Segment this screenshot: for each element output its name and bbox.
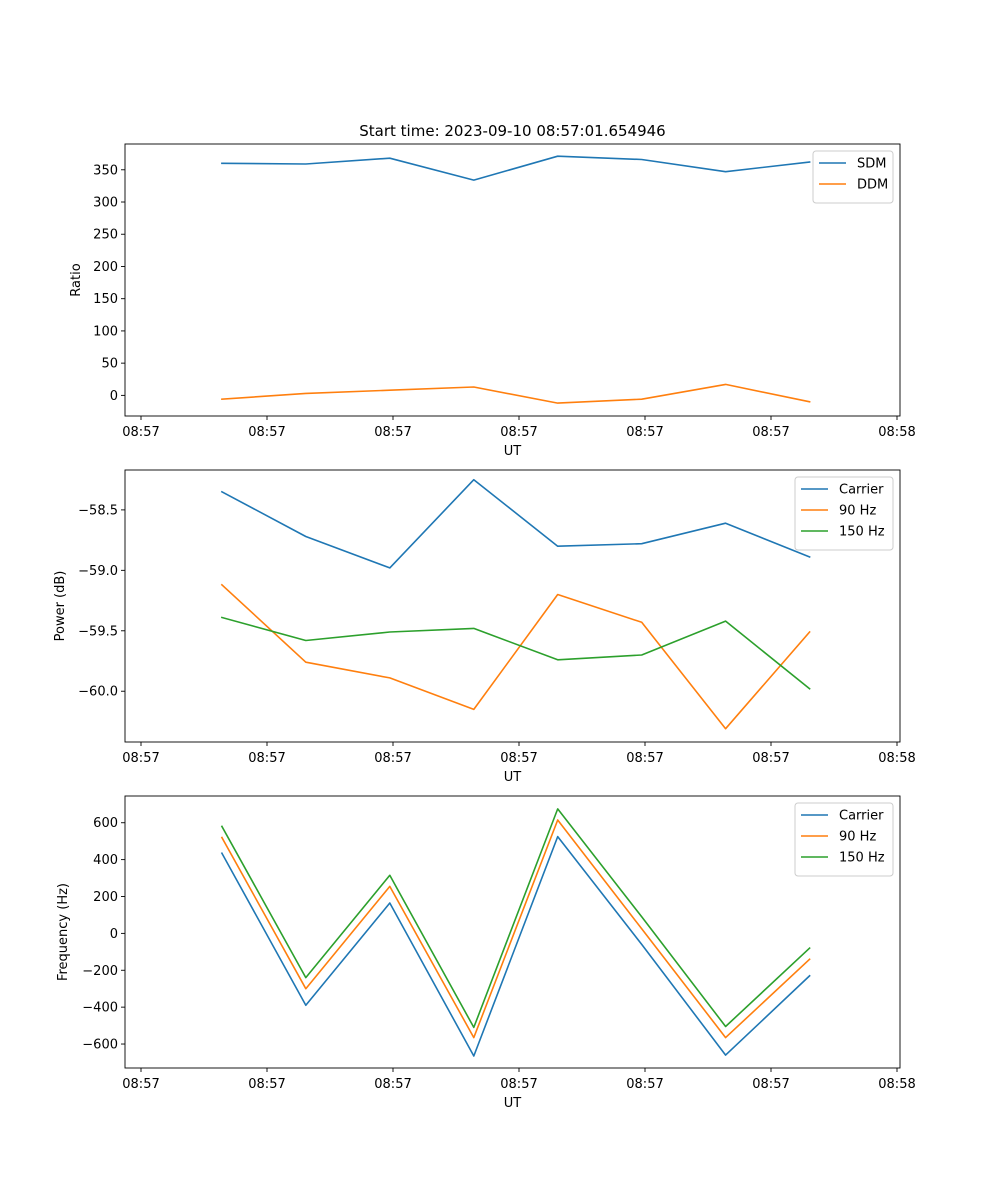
frequency-axes-frame bbox=[124, 795, 901, 1069]
frequency-xtick-label: 08:57 bbox=[752, 1077, 789, 1092]
ratio-x-axis-label: UT bbox=[504, 444, 522, 459]
ratio-xtick-label: 08:57 bbox=[626, 425, 663, 440]
ratio-ytick-label: 300 bbox=[93, 196, 118, 211]
power-xtick-label: 08:57 bbox=[500, 751, 537, 766]
ratio-xtick-label: 08:57 bbox=[122, 425, 159, 440]
power-xtick-label: 08:57 bbox=[626, 751, 663, 766]
frequency-ytick-label: 0 bbox=[110, 927, 118, 942]
ratio-axes-frame bbox=[124, 143, 901, 417]
power-panel: 08:57 08:57 08:57 08:57 08:57 08:57 08:58 −60.0… bbox=[53, 469, 916, 785]
ratio-legend bbox=[812, 150, 894, 204]
power-series-line-90-hz bbox=[220, 583, 811, 730]
ratio-y-axis-label: Ratio bbox=[69, 263, 84, 296]
power-ytick-label: −59.0 bbox=[78, 564, 118, 579]
frequency-series-line-150-hz bbox=[220, 808, 811, 1029]
frequency-ytick-label: 200 bbox=[93, 890, 118, 905]
ratio-xtick-label: 08:57 bbox=[752, 425, 789, 440]
frequency-legend-label: 150 Hz bbox=[839, 851, 885, 866]
frequency-panel: 08:57 08:57 08:57 08:57 08:57 08:57 08:58 −600 −… bbox=[56, 795, 916, 1111]
ratio-ytick-label: 50 bbox=[101, 357, 118, 372]
frequency-y-axis-label: Frequency (Hz) bbox=[56, 883, 71, 981]
ratio-legend-label: DDM bbox=[857, 178, 888, 193]
ratio-ytick-label: 100 bbox=[93, 324, 118, 339]
chart-title: Start time: 2023-09-10 08:57:01.654946 bbox=[359, 122, 665, 140]
frequency-ytick-label: 600 bbox=[93, 816, 118, 831]
ratio-ytick-label: 200 bbox=[93, 260, 118, 275]
power-axes-frame bbox=[124, 469, 901, 743]
power-ytick-label: −59.5 bbox=[78, 624, 118, 639]
power-xtick-label: 08:57 bbox=[752, 751, 789, 766]
ratio-legend-label: SDM bbox=[857, 157, 886, 172]
power-ytick-label: −58.5 bbox=[78, 503, 118, 518]
frequency-xtick-label: 08:57 bbox=[248, 1077, 285, 1092]
power-xtick-label: 08:58 bbox=[878, 751, 915, 766]
power-legend-label: 90 Hz bbox=[839, 504, 876, 519]
power-xtick-label: 08:57 bbox=[122, 751, 159, 766]
ratio-panel: 08:57 08:57 08:57 08:57 08:57 08:57 08:58 0 50 10… bbox=[69, 143, 916, 459]
power-series-line-carrier bbox=[220, 478, 811, 569]
power-xtick-label: 08:57 bbox=[248, 751, 285, 766]
power-ytick-label: −60.0 bbox=[78, 685, 118, 700]
frequency-x-axis-label: UT bbox=[504, 1096, 522, 1111]
frequency-xtick-label: 08:57 bbox=[374, 1077, 411, 1092]
power-legend-label: 150 Hz bbox=[839, 525, 885, 540]
frequency-ytick-label: 400 bbox=[93, 853, 118, 868]
power-legend-label: Carrier bbox=[839, 483, 884, 498]
frequency-xtick-label: 08:57 bbox=[500, 1077, 537, 1092]
frequency-xtick-label: 08:57 bbox=[122, 1077, 159, 1092]
ratio-series-line-sdm bbox=[221, 155, 811, 181]
ratio-ytick-label: 0 bbox=[110, 389, 118, 404]
ratio-series-line-ddm bbox=[221, 383, 811, 404]
ratio-xtick-label: 08:57 bbox=[500, 425, 537, 440]
frequency-ytick-label: −200 bbox=[82, 964, 118, 979]
power-xtick-label: 08:57 bbox=[374, 751, 411, 766]
power-series-line-150-hz bbox=[220, 616, 811, 690]
ratio-ytick-label: 150 bbox=[93, 292, 118, 307]
ratio-ytick-label: 250 bbox=[93, 228, 118, 243]
frequency-ytick-label: −600 bbox=[82, 1038, 118, 1053]
ratio-xtick-label: 08:57 bbox=[374, 425, 411, 440]
power-y-axis-label: Power (dB) bbox=[53, 571, 68, 642]
power-x-axis-label: UT bbox=[504, 770, 522, 785]
frequency-xtick-label: 08:57 bbox=[626, 1077, 663, 1092]
frequency-series-line-carrier bbox=[220, 835, 811, 1057]
ratio-ytick-label: 350 bbox=[93, 163, 118, 178]
ratio-xtick-label: 08:58 bbox=[878, 425, 915, 440]
frequency-xtick-label: 08:58 bbox=[878, 1077, 915, 1092]
frequency-series-line-90-hz bbox=[220, 819, 811, 1039]
frequency-legend-label: 90 Hz bbox=[839, 830, 876, 845]
frequency-ytick-label: −400 bbox=[82, 1001, 118, 1016]
ratio-xtick-label: 08:57 bbox=[248, 425, 285, 440]
frequency-legend-label: Carrier bbox=[839, 809, 884, 824]
